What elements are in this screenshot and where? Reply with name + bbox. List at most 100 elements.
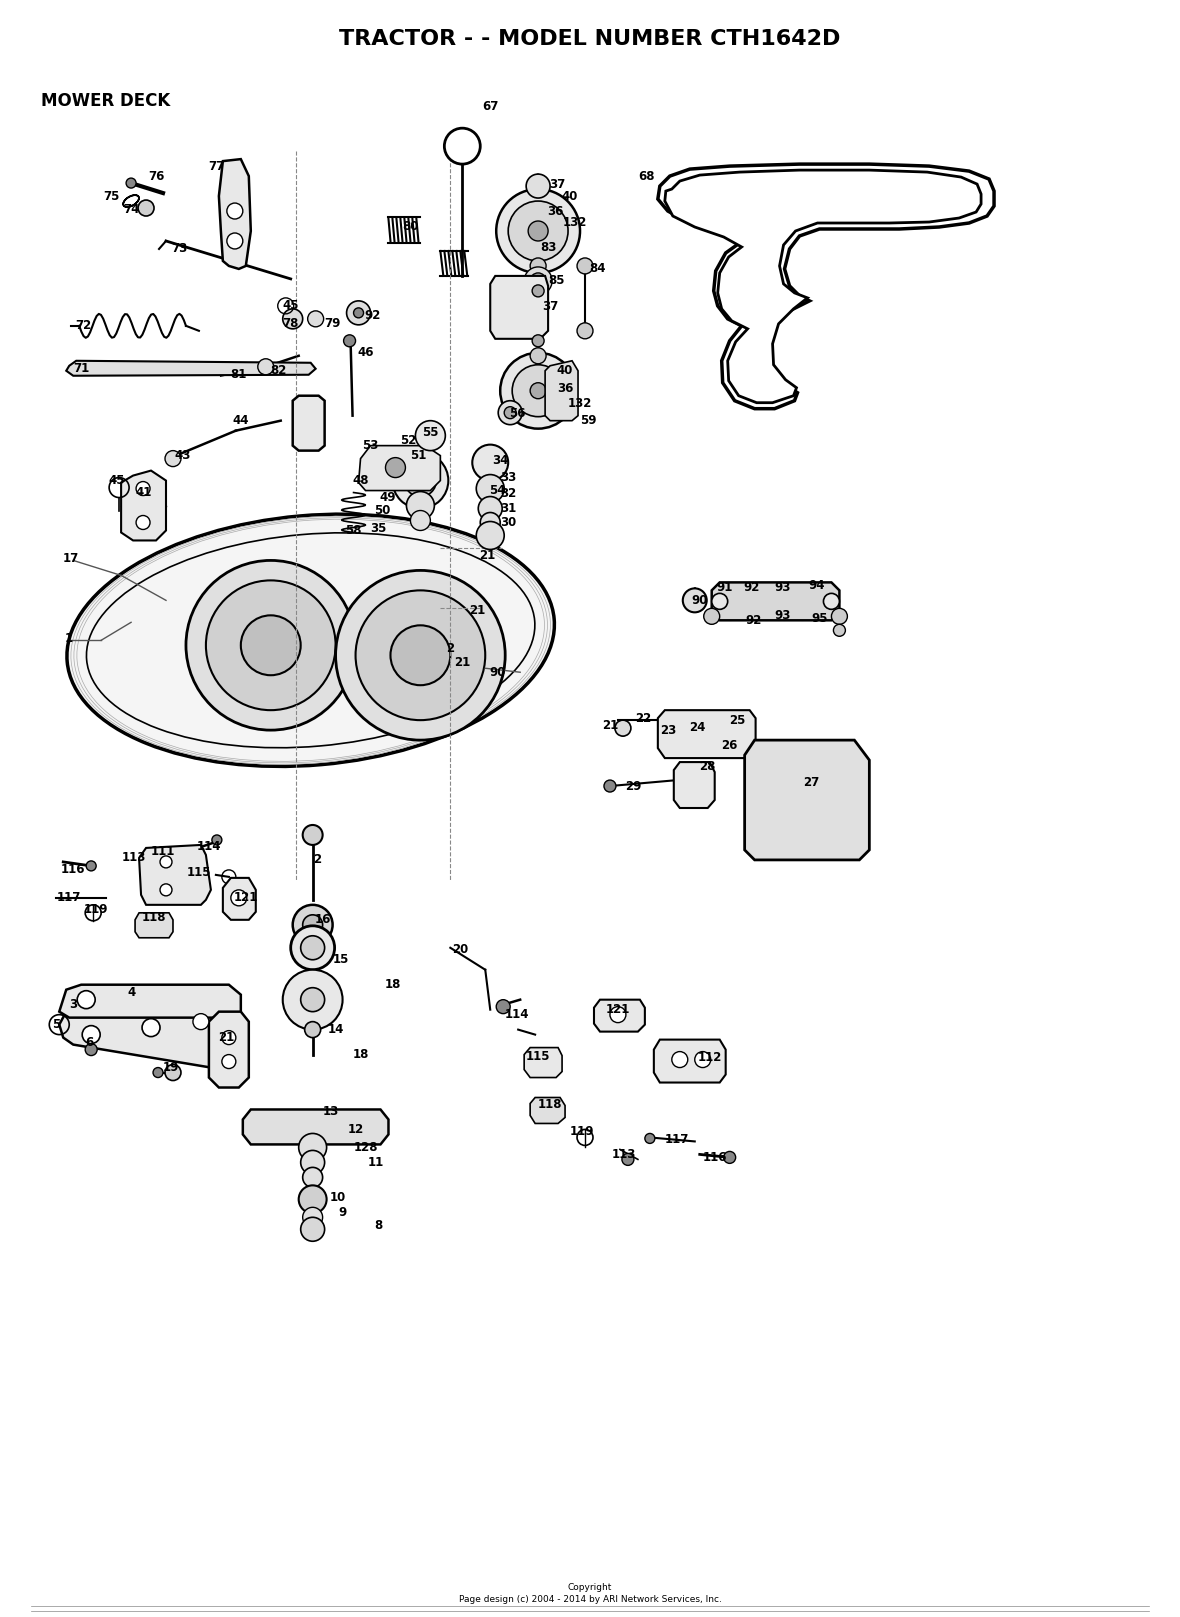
Text: 3: 3: [70, 998, 77, 1011]
Text: 20: 20: [452, 943, 468, 956]
Text: 9: 9: [339, 1206, 347, 1219]
Circle shape: [645, 1134, 655, 1143]
Circle shape: [299, 1134, 327, 1161]
Text: 40: 40: [562, 189, 578, 202]
Circle shape: [86, 860, 96, 872]
Circle shape: [723, 1151, 735, 1163]
Text: 111: 111: [151, 846, 175, 859]
Circle shape: [343, 335, 355, 346]
Text: 41: 41: [136, 487, 152, 500]
Text: 8: 8: [374, 1219, 382, 1232]
Text: 118: 118: [142, 912, 166, 925]
Polygon shape: [490, 277, 548, 340]
Polygon shape: [545, 361, 578, 420]
Text: 77: 77: [208, 160, 224, 173]
Text: 4: 4: [127, 986, 136, 999]
Circle shape: [308, 310, 323, 327]
Text: 10: 10: [329, 1190, 346, 1203]
Circle shape: [497, 189, 581, 273]
Circle shape: [227, 233, 243, 249]
Text: 44: 44: [232, 414, 249, 427]
Polygon shape: [59, 1012, 245, 1077]
Circle shape: [577, 323, 594, 340]
Text: 93: 93: [774, 610, 791, 623]
Text: 113: 113: [122, 852, 146, 865]
Text: 92: 92: [365, 309, 381, 322]
Text: 53: 53: [362, 440, 379, 453]
Circle shape: [186, 561, 355, 731]
Circle shape: [301, 1218, 324, 1242]
Text: 49: 49: [379, 492, 395, 505]
Text: 31: 31: [500, 501, 517, 516]
Text: 117: 117: [664, 1134, 689, 1146]
Circle shape: [303, 915, 322, 935]
Text: 27: 27: [804, 776, 820, 789]
Text: 24: 24: [689, 721, 706, 734]
Text: MOWER DECK: MOWER DECK: [41, 92, 171, 110]
Text: 46: 46: [358, 346, 374, 359]
Text: 59: 59: [579, 414, 596, 427]
Circle shape: [227, 204, 243, 218]
Polygon shape: [293, 396, 324, 451]
Text: 76: 76: [148, 170, 164, 183]
Circle shape: [283, 309, 303, 328]
Text: 113: 113: [611, 1148, 636, 1161]
Circle shape: [222, 1030, 236, 1045]
Text: 132: 132: [568, 398, 592, 411]
Text: 92: 92: [743, 581, 760, 593]
Circle shape: [622, 1153, 634, 1166]
Text: 18: 18: [353, 1048, 368, 1061]
Text: 81: 81: [230, 369, 247, 382]
Circle shape: [293, 906, 333, 944]
Circle shape: [504, 407, 516, 419]
Polygon shape: [657, 163, 994, 409]
Text: 17: 17: [63, 551, 79, 564]
Text: 95: 95: [811, 611, 827, 624]
Text: 29: 29: [624, 779, 641, 792]
Circle shape: [83, 1025, 100, 1043]
Circle shape: [303, 1167, 322, 1187]
Circle shape: [354, 307, 363, 319]
Text: 14: 14: [327, 1024, 343, 1036]
Circle shape: [136, 482, 150, 495]
Circle shape: [472, 445, 509, 480]
Polygon shape: [674, 762, 715, 808]
Text: 68: 68: [638, 170, 655, 183]
Circle shape: [77, 991, 96, 1009]
Text: 25: 25: [729, 713, 746, 726]
Circle shape: [671, 1051, 688, 1067]
Circle shape: [301, 1150, 324, 1174]
Text: 94: 94: [808, 579, 825, 592]
Text: 71: 71: [73, 362, 90, 375]
Polygon shape: [359, 446, 440, 490]
Circle shape: [824, 593, 839, 610]
Circle shape: [610, 1007, 625, 1022]
Text: TRACTOR - - MODEL NUMBER CTH1642D: TRACTOR - - MODEL NUMBER CTH1642D: [340, 29, 840, 50]
Text: 13: 13: [322, 1104, 339, 1117]
Circle shape: [512, 365, 564, 417]
Polygon shape: [209, 1012, 249, 1088]
Circle shape: [301, 988, 324, 1012]
Circle shape: [477, 522, 504, 550]
Text: 45: 45: [109, 474, 125, 487]
Text: 36: 36: [557, 382, 573, 395]
Text: 118: 118: [538, 1098, 563, 1111]
Circle shape: [153, 1067, 163, 1077]
Polygon shape: [664, 170, 981, 403]
Text: 19: 19: [163, 1061, 179, 1074]
Text: 112: 112: [697, 1051, 722, 1064]
Circle shape: [498, 401, 523, 425]
Circle shape: [683, 589, 707, 613]
Text: 21: 21: [602, 718, 618, 731]
Text: 43: 43: [175, 450, 191, 462]
Polygon shape: [243, 1109, 388, 1145]
Circle shape: [303, 825, 322, 846]
Circle shape: [477, 474, 504, 503]
Circle shape: [212, 834, 222, 846]
Text: 82: 82: [270, 364, 287, 377]
Text: 5: 5: [52, 1019, 60, 1032]
Circle shape: [695, 1051, 710, 1067]
Circle shape: [529, 222, 548, 241]
Text: 90: 90: [691, 593, 708, 606]
Circle shape: [406, 492, 434, 519]
